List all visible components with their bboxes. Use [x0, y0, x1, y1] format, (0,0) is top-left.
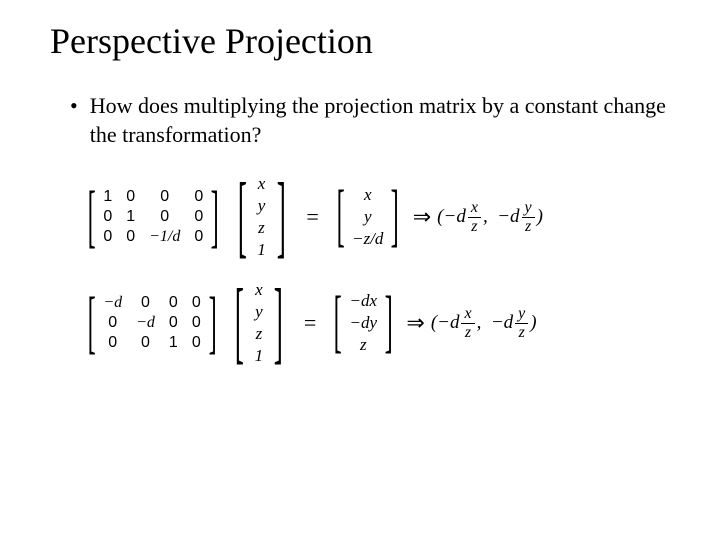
vector-x1: [ x y z 1 ] [227, 174, 297, 260]
bullet-text: How does multiplying the projection matr… [90, 92, 670, 149]
equals-2: = [304, 310, 316, 336]
implies-1: ⇒ [413, 204, 431, 230]
matrix-a2: [ −d000 0−d00 0010 ] [80, 292, 224, 354]
equation-row-1: [ 1000 0100 00−1/d0 ] [ x y z 1 ] = [80, 174, 670, 260]
result-vector-2: [ −dx −dy z ] [326, 291, 400, 355]
equation-row-2: [ −d000 0−d00 0010 ] [ x y z 1 ] = [80, 280, 670, 366]
vector-x2: [ x y z 1 ] [224, 280, 294, 366]
tuple-2: (−dxz, −dyz) [431, 306, 537, 341]
matrix-a1: [ 1000 0100 00−1/d0 ] [80, 186, 227, 248]
slide: Perspective Projection • How does multip… [0, 0, 720, 406]
equals-1: = [306, 204, 318, 230]
bullet-dot: • [70, 92, 78, 121]
bullet-item: • How does multiplying the projection ma… [70, 92, 670, 149]
tuple-1: (−dxz, −dyz) [437, 200, 543, 235]
result-vector-1: [ x y −z/d ] [329, 185, 407, 249]
slide-title: Perspective Projection [50, 20, 670, 62]
equations-block: [ 1000 0100 00−1/d0 ] [ x y z 1 ] = [80, 174, 670, 366]
implies-2: ⇒ [406, 310, 424, 336]
